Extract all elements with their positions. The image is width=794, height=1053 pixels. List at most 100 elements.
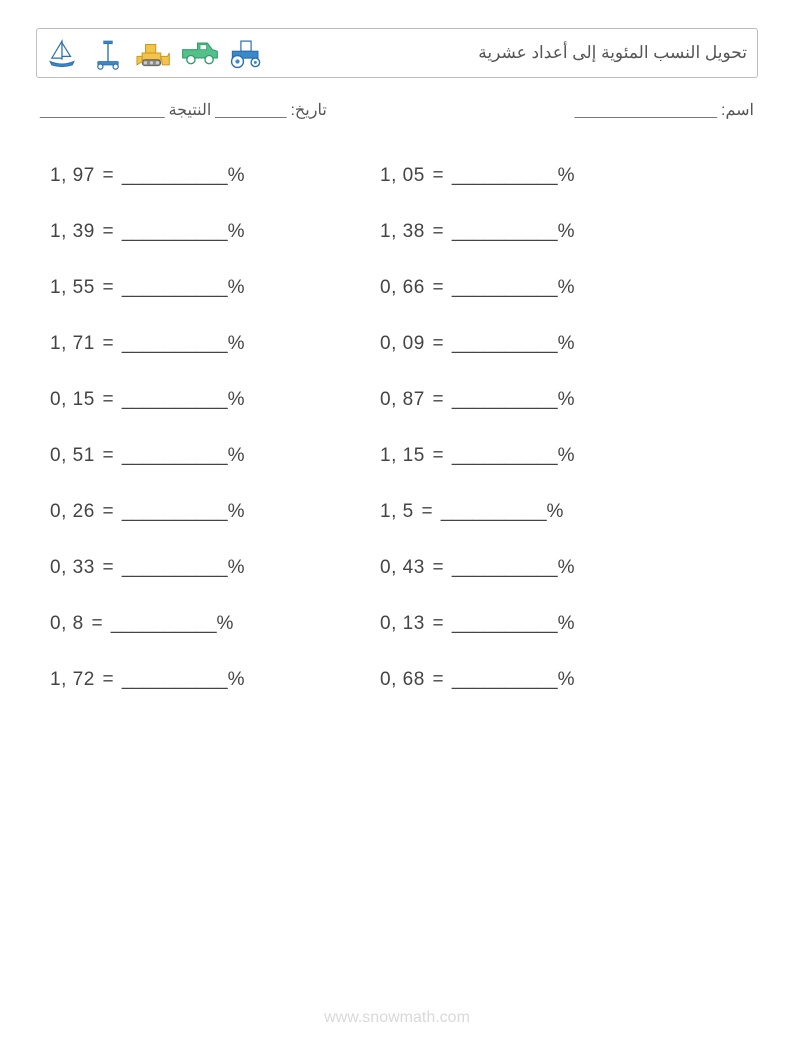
answer-blank: __________ bbox=[452, 389, 558, 410]
answer-blank: __________ bbox=[441, 501, 547, 522]
answer-blank: __________ bbox=[122, 669, 228, 690]
problem-value: 0, 43 bbox=[380, 557, 425, 578]
answer-blank: __________ bbox=[452, 221, 558, 242]
percent-suffix: % bbox=[228, 165, 245, 186]
percent-suffix: % bbox=[558, 165, 575, 186]
problems-grid: 1, 97 = __________%1, 05 = __________%1,… bbox=[36, 148, 758, 708]
percent-suffix: % bbox=[558, 613, 575, 634]
equals-sign: = bbox=[97, 221, 120, 242]
answer-blank: __________ bbox=[122, 333, 228, 354]
percent-suffix: % bbox=[228, 501, 245, 522]
answer-blank: __________ bbox=[111, 613, 217, 634]
problem-value: 1, 5 bbox=[380, 501, 414, 522]
date-label: تاريخ: bbox=[290, 100, 326, 120]
answer-blank: __________ bbox=[122, 557, 228, 578]
info-row: اسم: ________________ تاريخ: ________ ال… bbox=[36, 100, 758, 120]
problem-row: 0, 15 = __________%0, 87 = __________% bbox=[50, 372, 758, 428]
problem-value: 1, 39 bbox=[50, 221, 95, 242]
problem-cell: 0, 09 = __________% bbox=[380, 333, 575, 355]
worksheet-title: تحويل النسب المئوية إلى أعداد عشرية bbox=[478, 43, 747, 63]
answer-blank: __________ bbox=[452, 669, 558, 690]
answer-blank: __________ bbox=[122, 221, 228, 242]
problem-value: 1, 97 bbox=[50, 165, 95, 186]
pickup-truck-icon bbox=[181, 34, 219, 72]
score-blank: ______________ bbox=[40, 102, 165, 120]
answer-blank: __________ bbox=[122, 277, 228, 298]
problem-value: 0, 68 bbox=[380, 669, 425, 690]
header-box: تحويل النسب المئوية إلى أعداد عشرية bbox=[36, 28, 758, 78]
percent-suffix: % bbox=[228, 333, 245, 354]
problem-value: 0, 26 bbox=[50, 501, 95, 522]
problem-cell: 1, 38 = __________% bbox=[380, 221, 575, 243]
tractor-icon bbox=[227, 34, 265, 72]
problem-row: 1, 72 = __________%0, 68 = __________% bbox=[50, 652, 758, 708]
equals-sign: = bbox=[97, 445, 120, 466]
problem-value: 1, 55 bbox=[50, 277, 95, 298]
percent-suffix: % bbox=[228, 389, 245, 410]
problem-cell: 1, 97 = __________% bbox=[50, 165, 380, 187]
problem-row: 0, 51 = __________%1, 15 = __________% bbox=[50, 428, 758, 484]
equals-sign: = bbox=[427, 165, 450, 186]
equals-sign: = bbox=[97, 669, 120, 690]
name-field: اسم: ________________ bbox=[575, 100, 754, 120]
answer-blank: __________ bbox=[122, 501, 228, 522]
problem-cell: 0, 13 = __________% bbox=[380, 613, 575, 635]
answer-blank: __________ bbox=[452, 165, 558, 186]
problem-value: 0, 33 bbox=[50, 557, 95, 578]
percent-suffix: % bbox=[558, 669, 575, 690]
problem-cell: 0, 87 = __________% bbox=[380, 389, 575, 411]
answer-blank: __________ bbox=[452, 445, 558, 466]
equals-sign: = bbox=[86, 613, 109, 634]
problem-value: 0, 8 bbox=[50, 613, 84, 634]
equals-sign: = bbox=[427, 221, 450, 242]
percent-suffix: % bbox=[228, 669, 245, 690]
problem-value: 1, 71 bbox=[50, 333, 95, 354]
equals-sign: = bbox=[427, 389, 450, 410]
answer-blank: __________ bbox=[452, 557, 558, 578]
equals-sign: = bbox=[427, 333, 450, 354]
answer-blank: __________ bbox=[452, 613, 558, 634]
problem-value: 0, 15 bbox=[50, 389, 95, 410]
problem-cell: 1, 71 = __________% bbox=[50, 333, 380, 355]
footer-watermark: www.snowmath.com bbox=[0, 1009, 794, 1027]
percent-suffix: % bbox=[228, 445, 245, 466]
percent-suffix: % bbox=[558, 277, 575, 298]
problem-row: 1, 55 = __________%0, 66 = __________% bbox=[50, 260, 758, 316]
problem-row: 0, 26 = __________% 1, 5 = __________% bbox=[50, 484, 758, 540]
equals-sign: = bbox=[97, 333, 120, 354]
problem-value: 0, 87 bbox=[380, 389, 425, 410]
problem-row: 1, 39 = __________%1, 38 = __________% bbox=[50, 204, 758, 260]
problem-value: 1, 72 bbox=[50, 669, 95, 690]
name-blank: ________________ bbox=[575, 102, 717, 120]
problem-cell: 1, 5 = __________% bbox=[380, 501, 564, 523]
problem-row: 0, 33 = __________%0, 43 = __________% bbox=[50, 540, 758, 596]
percent-suffix: % bbox=[558, 389, 575, 410]
problem-value: 0, 51 bbox=[50, 445, 95, 466]
equals-sign: = bbox=[427, 613, 450, 634]
problem-cell: 0, 51 = __________% bbox=[50, 445, 380, 467]
answer-blank: __________ bbox=[122, 445, 228, 466]
percent-suffix: % bbox=[228, 557, 245, 578]
equals-sign: = bbox=[427, 277, 450, 298]
equals-sign: = bbox=[97, 501, 120, 522]
problem-cell: 0, 8 = __________% bbox=[50, 613, 380, 635]
equals-sign: = bbox=[427, 557, 450, 578]
problem-cell: 0, 33 = __________% bbox=[50, 557, 380, 579]
percent-suffix: % bbox=[558, 557, 575, 578]
answer-blank: __________ bbox=[452, 277, 558, 298]
problem-value: 0, 66 bbox=[380, 277, 425, 298]
problem-row: 1, 71 = __________%0, 09 = __________% bbox=[50, 316, 758, 372]
problem-value: 1, 38 bbox=[380, 221, 425, 242]
equals-sign: = bbox=[97, 389, 120, 410]
name-label: اسم: bbox=[721, 100, 754, 120]
percent-suffix: % bbox=[228, 277, 245, 298]
problem-cell: 0, 66 = __________% bbox=[380, 277, 575, 299]
problem-value: 0, 13 bbox=[380, 613, 425, 634]
percent-suffix: % bbox=[558, 333, 575, 354]
scooter-icon bbox=[89, 34, 127, 72]
sailboat-icon bbox=[43, 34, 81, 72]
problem-cell: 1, 72 = __________% bbox=[50, 669, 380, 691]
problem-cell: 1, 39 = __________% bbox=[50, 221, 380, 243]
percent-suffix: % bbox=[558, 221, 575, 242]
problem-cell: 0, 15 = __________% bbox=[50, 389, 380, 411]
